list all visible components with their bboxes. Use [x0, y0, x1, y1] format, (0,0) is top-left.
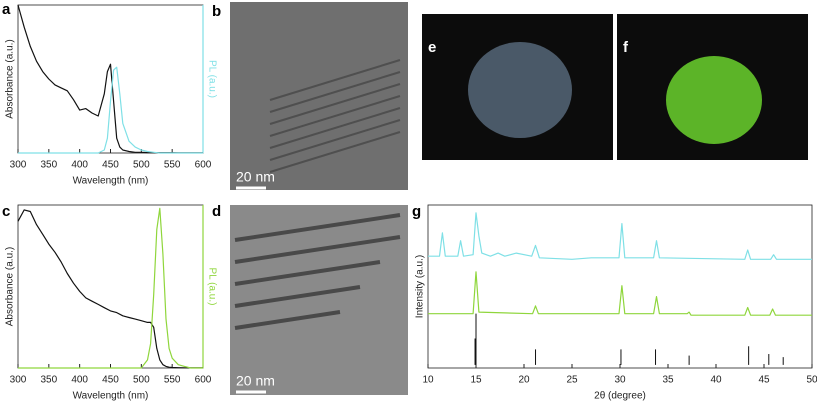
panel-letter: c	[2, 203, 10, 220]
nanowires	[234, 213, 401, 330]
series-line	[18, 207, 203, 369]
x-tick-label: 450	[102, 375, 119, 386]
y-axis-label: Absorbance (a.u.)	[5, 39, 16, 119]
x-tick-label: 400	[71, 375, 88, 386]
x-tick-label: 45	[758, 375, 770, 386]
x-tick-label: 500	[133, 375, 150, 386]
x-tick-label: 500	[133, 160, 150, 171]
x-tick-label: 550	[164, 375, 181, 386]
scale-bar-label: 20 nm	[236, 373, 275, 389]
panel-letter: e	[428, 39, 436, 56]
plot-frame	[17, 204, 204, 369]
y-axis-label: Intensity (a.u.)	[415, 255, 426, 318]
y2-axis-label: PL (a.u.)	[206, 268, 217, 306]
x-tick-label: 20	[518, 375, 530, 386]
tem-image-d	[230, 205, 408, 395]
x-tick-label: 40	[710, 375, 722, 386]
y-axis-label: Absorbance (a.u.)	[5, 247, 16, 327]
series-line	[428, 271, 812, 316]
plot-frame	[17, 4, 204, 154]
x-tick-label: 25	[566, 375, 578, 386]
x-tick-label: 300	[10, 375, 27, 386]
x-tick-label: 300	[10, 160, 27, 171]
scale-bar-label: 20 nm	[236, 169, 275, 185]
panel-letter: g	[412, 203, 421, 220]
panel-letter: d	[212, 203, 221, 220]
glow-e	[468, 42, 572, 138]
x-tick-label: 30	[614, 375, 626, 386]
x-tick-label: 10	[422, 375, 434, 386]
x-axis-label: Wavelength (nm)	[73, 391, 149, 401]
plot-frame	[427, 204, 813, 369]
lattice-fringes	[269, 59, 401, 173]
x-tick-label: 600	[195, 375, 212, 386]
x-tick-label: 350	[40, 375, 57, 386]
x-tick-label: 15	[470, 375, 482, 386]
x-tick-label: 50	[806, 375, 817, 386]
x-tick-label: 450	[102, 160, 119, 171]
panel-letter: a	[2, 1, 11, 18]
series-line	[17, 4, 203, 154]
x-axis-label: Wavelength (nm)	[73, 176, 149, 187]
y2-axis-label: PL (a.u.)	[206, 60, 217, 98]
x-tick-label: 600	[195, 160, 212, 171]
x-tick-label: 550	[164, 160, 181, 171]
x-tick-label: 35	[662, 375, 674, 386]
x-tick-label: 400	[71, 160, 88, 171]
glow-f	[666, 56, 762, 144]
panel-letter: f	[623, 39, 629, 56]
panel-letter: b	[212, 3, 221, 20]
series-line	[428, 212, 812, 260]
series-line	[18, 66, 203, 154]
series-line	[17, 209, 203, 369]
x-tick-label: 350	[40, 160, 57, 171]
x-axis-label: 2θ (degree)	[594, 391, 646, 401]
